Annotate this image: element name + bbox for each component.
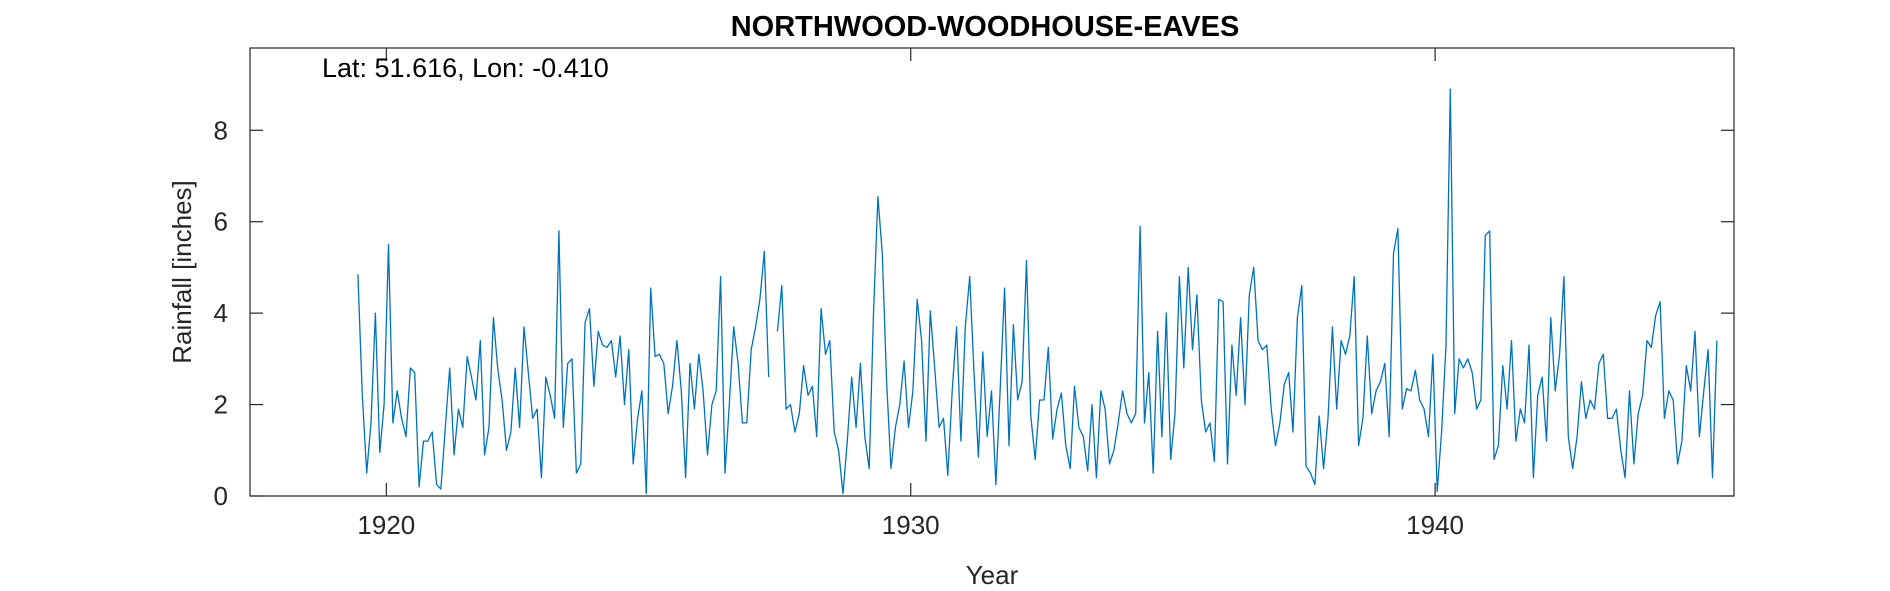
location-annotation: Lat: 51.616, Lon: -0.410 (322, 53, 609, 83)
plot-frame (249, 47, 1735, 497)
x-tick-label: 1920 (357, 510, 415, 540)
y-tick-label: 4 (214, 298, 228, 328)
y-tick-label: 2 (214, 390, 228, 420)
y-tick-label: 0 (214, 481, 228, 511)
series-line-group (357, 88, 1718, 495)
y-axis: 0 2 4 6 8 (214, 115, 1734, 511)
rainfall-series-line (357, 88, 1718, 495)
y-tick-label: 6 (214, 207, 228, 237)
x-tick-label: 1940 (1406, 510, 1464, 540)
y-axis-label: Rainfall [inches] (167, 180, 197, 364)
x-axis-label: Year (966, 560, 1019, 590)
chart-title: NORTHWOOD-WOODHOUSE-EAVES (731, 11, 1240, 43)
x-axis: 1920 1930 1940 (357, 48, 1464, 540)
y-tick-label: 8 (214, 115, 228, 145)
x-tick-label: 1930 (882, 510, 940, 540)
